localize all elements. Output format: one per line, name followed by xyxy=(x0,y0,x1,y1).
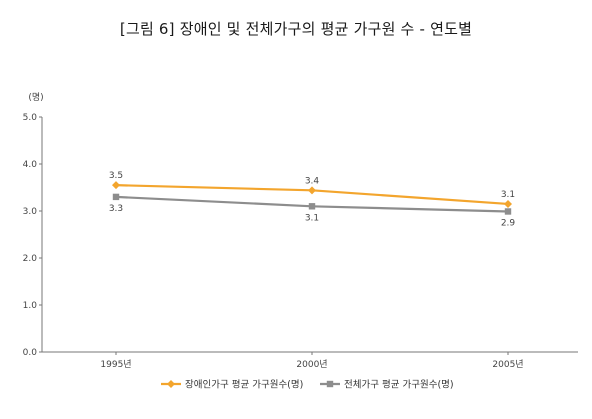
series-1: 3.5 3.4 3.1 xyxy=(109,171,515,208)
data-point xyxy=(308,203,316,210)
legend-item-2: 전체가구 평균 가구원수(명) xyxy=(320,380,454,391)
y-tick-label: 5.0 xyxy=(23,113,38,123)
data-point xyxy=(504,208,512,215)
data-label: 3.1 xyxy=(305,213,319,223)
legend-item-1: 장애인가구 평균 가구원수(명) xyxy=(161,380,303,391)
legend: 장애인가구 평균 가구원수(명) 전체가구 평균 가구원수(명) xyxy=(161,380,454,391)
series-layer: 3.5 3.4 3.1 3.3 3.1 2.9 xyxy=(109,171,516,228)
x-tick-label: 1995년 xyxy=(100,359,131,370)
y-tick-label: 0.0 xyxy=(23,348,38,358)
data-label: 3.1 xyxy=(501,190,515,200)
y-tick-label: 4.0 xyxy=(23,160,38,170)
data-label: 2.9 xyxy=(501,218,516,228)
legend-label: 전체가구 평균 가구원수(명) xyxy=(344,380,454,391)
data-point xyxy=(112,181,120,190)
data-label: 3.4 xyxy=(305,176,320,186)
data-point xyxy=(112,193,120,201)
x-tick-label: 2000년 xyxy=(296,359,327,370)
x-axis-ticks: 1995년 2000년 2005년 xyxy=(100,352,524,370)
data-point xyxy=(504,199,512,208)
y-tick-label: 3.0 xyxy=(23,207,38,217)
data-label: 3.5 xyxy=(109,171,123,181)
data-point xyxy=(308,186,316,195)
legend-marker xyxy=(167,380,175,388)
y-axis-unit-label: (명) xyxy=(28,92,43,103)
chart-title: [그림 6] 장애인 및 전체가구의 평균 가구원 수 - 연도별 xyxy=(119,20,473,38)
legend-label: 장애인가구 평균 가구원수(명) xyxy=(185,380,303,391)
y-axis-ticks: 0.0 1.0 2.0 3.0 4.0 5.0 xyxy=(23,113,42,358)
series-2: 3.3 3.1 2.9 xyxy=(109,193,516,228)
x-tick-label: 2005년 xyxy=(492,359,523,370)
y-tick-label: 1.0 xyxy=(23,301,38,311)
data-label: 3.3 xyxy=(109,204,123,214)
y-tick-label: 2.0 xyxy=(23,254,38,264)
legend-marker xyxy=(326,380,334,388)
